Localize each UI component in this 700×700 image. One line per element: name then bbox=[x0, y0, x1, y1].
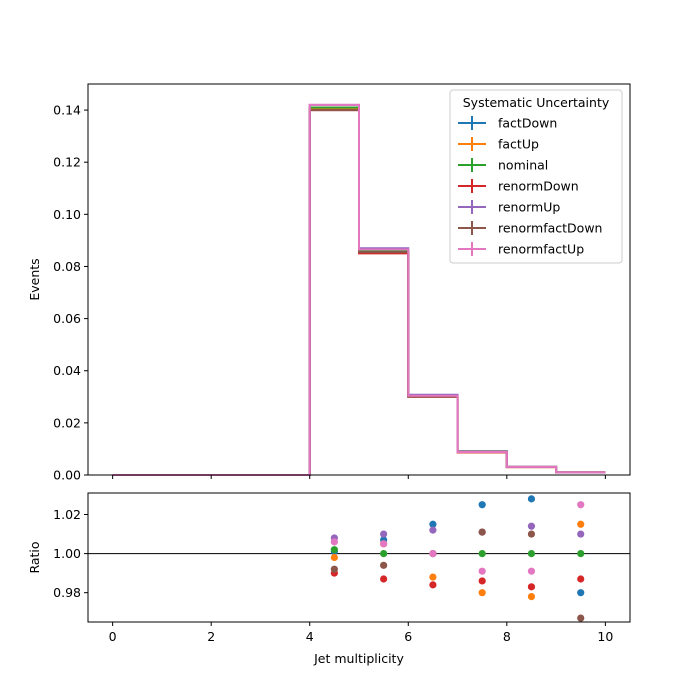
main-y-tick-label: 0.06 bbox=[53, 311, 81, 326]
legend-label-renormfactUp: renormfactUp bbox=[498, 242, 584, 257]
ratio-point-renormDown bbox=[380, 575, 388, 583]
legend-label-factUp: factUp bbox=[498, 137, 539, 152]
main-y-axis-title: Events bbox=[27, 258, 42, 300]
ratio-y-tick-label: 1.02 bbox=[53, 507, 81, 522]
ratio-point-renormfactUp bbox=[330, 538, 338, 546]
main-y-tick-label: 0.12 bbox=[53, 155, 81, 170]
ratio-axes-frame bbox=[87, 492, 631, 623]
ratio-point-factUp bbox=[577, 520, 585, 528]
ratio-point-factUp bbox=[527, 592, 536, 601]
ratio-point-renormfactDown bbox=[330, 565, 338, 573]
legend-box bbox=[449, 89, 623, 264]
ratio-x-tick-label: 2 bbox=[207, 629, 215, 644]
ratio-y-axis-title: Ratio bbox=[27, 541, 42, 573]
ratio-point-renormfactUp bbox=[527, 567, 536, 575]
legend-label-renormUp: renormUp bbox=[498, 200, 560, 215]
ratio-point-renormDown bbox=[527, 583, 536, 591]
ratio-point-renormUp bbox=[577, 530, 585, 538]
main-y-tick-label: 0.02 bbox=[53, 415, 81, 430]
ratio-point-nominal bbox=[330, 546, 338, 554]
ratio-point-factUp bbox=[330, 553, 338, 562]
ratio-x-tick-label: 4 bbox=[306, 629, 314, 644]
ratio-point-renormfactDown bbox=[380, 561, 388, 569]
ratio-point-renormfactDown bbox=[527, 530, 536, 538]
legend-label-renormDown: renormDown bbox=[498, 179, 579, 194]
ratio-point-renormUp bbox=[527, 522, 536, 530]
ratio-panel: 0 2 4 6 8 10 0.98 1.00 1.02 Ratio Jet multiplicity bbox=[27, 492, 631, 666]
ratio-point-renormfactDown bbox=[478, 528, 486, 536]
ratio-point-renormUp bbox=[429, 526, 437, 534]
ratio-point-renormfactUp bbox=[577, 501, 585, 509]
ratio-point-renormDown bbox=[478, 577, 486, 585]
legend-label-nominal: nominal bbox=[498, 158, 548, 173]
legend: Systematic Uncertainty factDown factUp nomi… bbox=[449, 89, 623, 264]
ratio-x-tick-label: 10 bbox=[597, 629, 613, 644]
ratio-point-nominal bbox=[478, 549, 486, 558]
legend-title: Systematic Uncertainty bbox=[463, 95, 610, 110]
ratio-point-renormfactUp bbox=[429, 549, 437, 558]
ratio-point-nominal bbox=[577, 549, 585, 558]
ratio-x-tick-label: 6 bbox=[404, 629, 412, 644]
main-y-tick-label: 0.04 bbox=[53, 363, 81, 378]
main-axes-frame bbox=[87, 83, 631, 476]
ratio-point-factUp bbox=[478, 589, 486, 597]
main-y-tick-label: 0.14 bbox=[53, 103, 81, 118]
main-y-tick-label: 0.08 bbox=[53, 259, 81, 274]
ratio-point-factDown bbox=[478, 501, 486, 509]
ratio-point-factDown bbox=[527, 495, 536, 503]
ratio-point-nominal bbox=[527, 549, 536, 558]
ratio-point-renormfactUp bbox=[478, 567, 486, 575]
ratio-point-renormDown bbox=[429, 581, 437, 589]
ratio-y-tick-label: 1.00 bbox=[53, 546, 81, 561]
legend-label-factDown: factDown bbox=[498, 116, 557, 131]
ratio-point-renormfactDown bbox=[577, 614, 585, 622]
main-y-tick-label: 0.10 bbox=[53, 207, 81, 222]
ratio-point-factUp bbox=[429, 573, 437, 581]
main-histogram-panel: 0.00 0.02 0.04 0.06 0.08 0.10 0.12 0.14 Events bbox=[27, 83, 631, 483]
ratio-point-renormfactUp bbox=[380, 540, 388, 548]
main-y-tick-label: 0.00 bbox=[53, 468, 81, 483]
legend-label-renormfactDown: renormfactDown bbox=[498, 221, 602, 236]
ratio-point-nominal bbox=[380, 549, 388, 558]
ratio-y-tick-label: 0.98 bbox=[53, 585, 81, 600]
ratio-point-renormUp bbox=[380, 530, 388, 538]
x-axis-title: Jet multiplicity bbox=[313, 651, 404, 666]
ratio-x-tick-label: 8 bbox=[503, 629, 511, 644]
ratio-point-factDown bbox=[577, 589, 585, 597]
ratio-x-tick-label: 0 bbox=[109, 629, 117, 644]
ratio-point-renormDown bbox=[577, 575, 585, 583]
ratio-point-factDown bbox=[429, 520, 437, 528]
